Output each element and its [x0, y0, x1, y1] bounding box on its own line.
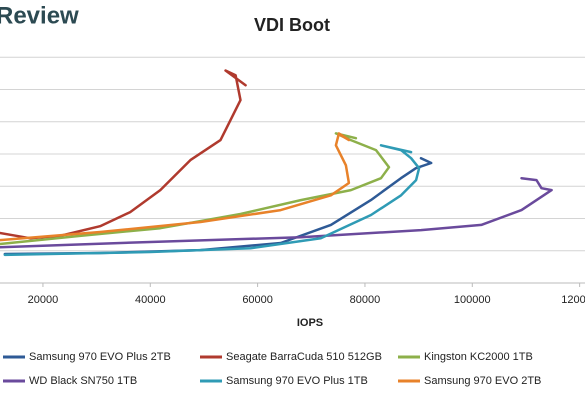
x-axis-label: IOPS	[297, 317, 323, 329]
x-tick-label: 100000	[454, 294, 491, 306]
legend-label: Samsung 970 EVO Plus 1TB	[226, 375, 368, 387]
x-tick-label: 60000	[242, 294, 273, 306]
x-tick-label: 40000	[135, 294, 166, 306]
legend-label: WD Black SN750 1TB	[29, 375, 137, 387]
legend-label: Samsung 970 EVO 2TB	[424, 375, 541, 387]
series-line	[0, 132, 351, 242]
chart-title: VDI Boot	[254, 15, 330, 35]
legend-label: Kingston KC2000 1TB	[424, 351, 533, 363]
logo: Review	[0, 2, 79, 29]
series-line	[3, 144, 421, 257]
x-tick-label: 20000	[28, 294, 59, 306]
x-tick-label: 120000	[561, 294, 585, 306]
x-tick-label: 80000	[350, 294, 381, 306]
legend-label: Samsung 970 EVO Plus 2TB	[29, 351, 171, 363]
series-line	[0, 176, 553, 249]
legend-label: Seagate BarraCuda 510 512GB	[226, 351, 382, 363]
